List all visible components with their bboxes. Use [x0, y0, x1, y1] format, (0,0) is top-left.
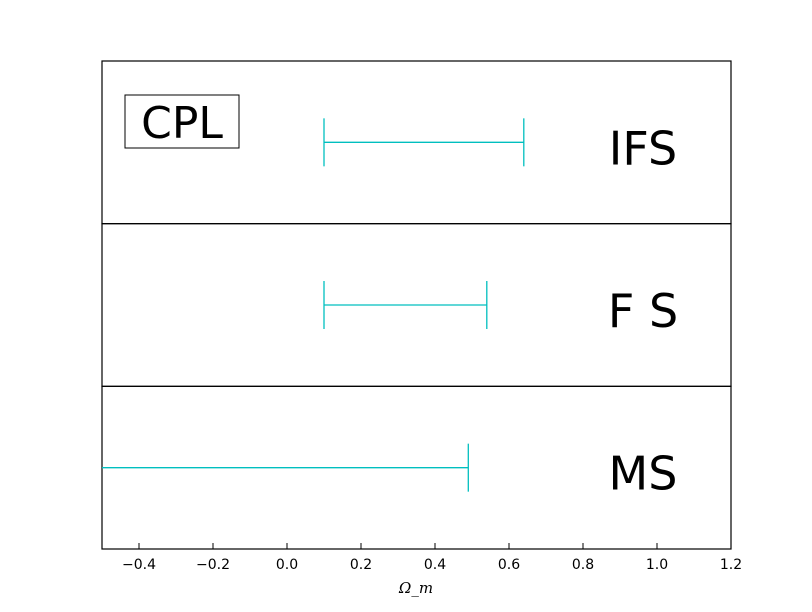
- panel-label: IFS: [609, 121, 677, 175]
- x-tick-label: 0.2: [350, 557, 372, 573]
- x-axis-label: Ω_m: [398, 579, 433, 597]
- panel-2: F S: [101, 223, 732, 387]
- x-axis: −0.4 −0.2 0.0 0.2 0.4 0.6 0.8 1.0 1.2: [122, 543, 742, 573]
- x-tick-label: 1.0: [646, 557, 668, 573]
- x-tick-label: 0.6: [498, 557, 520, 573]
- x-tick-label: 1.2: [720, 557, 742, 573]
- legend-box: CPL: [124, 94, 240, 149]
- legend-label: CPL: [141, 98, 223, 149]
- x-tick-label: 0.8: [572, 557, 594, 573]
- legend-frame: [124, 94, 240, 149]
- panel-label: MS: [609, 447, 678, 501]
- x-tick-label: 0.0: [276, 557, 298, 573]
- x-tick-label: 0.4: [424, 557, 446, 573]
- panel-3: MS: [101, 385, 732, 550]
- x-tick-label: −0.2: [196, 557, 230, 573]
- panels-layer: IFS F S MS: [101, 60, 732, 550]
- x-tick-label: −0.4: [122, 557, 156, 573]
- panel-label: F S: [608, 284, 678, 338]
